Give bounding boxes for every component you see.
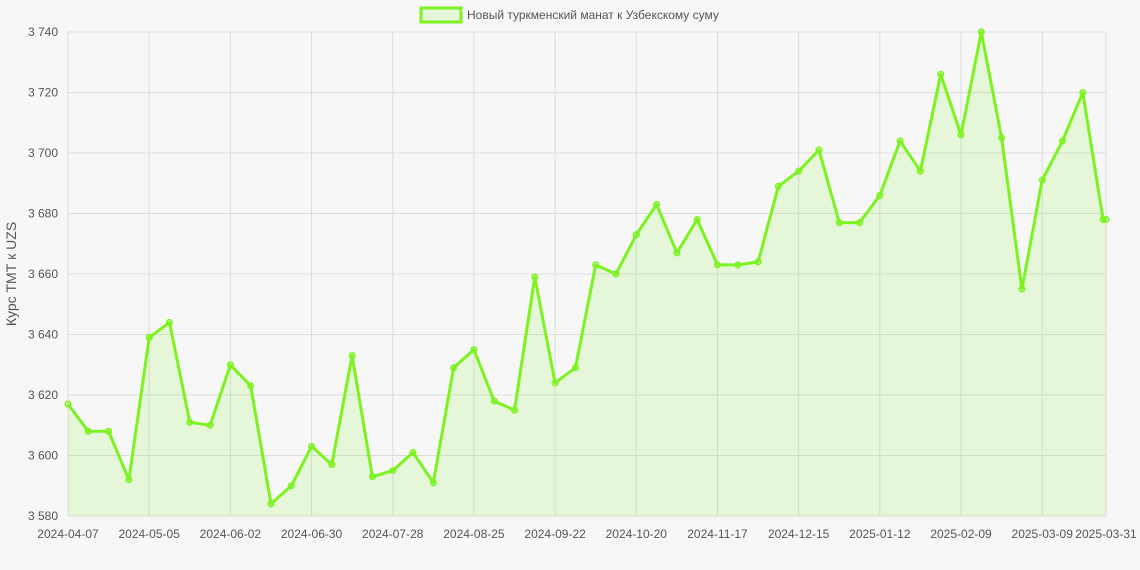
y-tick-label: 3 660: [28, 267, 58, 281]
x-tick-label: 2024-06-02: [200, 527, 262, 541]
y-axis-title: Курс ТМТ к UZS: [3, 222, 19, 326]
x-tick-label: 2024-04-07: [37, 527, 99, 541]
x-tick-label: 2025-02-09: [930, 527, 992, 541]
data-point: [754, 258, 762, 266]
data-point: [653, 200, 661, 208]
data-point: [389, 467, 397, 475]
legend[interactable]: Новый туркменский манат к Узбекскому сум…: [419, 6, 719, 24]
y-tick-label: 3 700: [28, 146, 58, 160]
data-point: [734, 261, 742, 269]
data-point: [510, 406, 519, 414]
data-point: [84, 427, 92, 435]
data-point: [165, 318, 174, 326]
data-point: [186, 418, 194, 426]
data-point: [267, 500, 275, 508]
data-point: [368, 473, 376, 481]
data-point: [916, 167, 924, 175]
data-point: [551, 379, 559, 387]
data-point: [592, 261, 600, 269]
data-point: [145, 333, 153, 342]
y-tick-label: 3 740: [28, 25, 58, 39]
data-point: [957, 131, 965, 139]
x-tick-label: 2024-05-05: [118, 527, 180, 541]
data-point: [125, 476, 133, 484]
data-point: [896, 137, 904, 145]
data-point: [450, 364, 458, 372]
data-point: [531, 273, 539, 281]
data-point: [287, 482, 295, 490]
legend-swatch-icon[interactable]: [419, 6, 463, 24]
data-points: [64, 28, 1110, 508]
data-point: [571, 364, 579, 372]
data-point: [937, 70, 945, 78]
y-tick-label: 3 600: [28, 449, 58, 463]
data-point: [348, 352, 356, 360]
data-point: [632, 231, 640, 239]
data-point: [470, 346, 478, 354]
data-point: [855, 219, 864, 227]
data-point: [247, 382, 255, 390]
data-point: [693, 216, 701, 224]
data-point: [876, 191, 884, 199]
x-tick-label: 2024-09-22: [524, 527, 586, 541]
y-axis-ticks: 3 580 3 600 3 620 3 640 3 660 3 680 3 700 3 720…: [28, 25, 58, 523]
y-tick-label: 3 620: [28, 388, 58, 402]
x-tick-label: 2024-06-30: [281, 527, 343, 541]
data-point: [713, 261, 722, 269]
y-tick-label: 3 720: [28, 86, 58, 100]
y-tick-label: 3 640: [28, 328, 58, 342]
data-point: [774, 182, 782, 190]
data-point: [998, 134, 1006, 142]
x-tick-label: 2025-03-31: [1075, 527, 1137, 541]
data-point: [1079, 88, 1087, 97]
x-tick-label: 2025-01-12: [849, 527, 911, 541]
data-point: [64, 400, 72, 408]
series-line: [66, 30, 1106, 506]
data-point: [815, 146, 823, 154]
y-tick-label: 3 680: [28, 207, 58, 221]
x-tick-label: 2024-11-17: [687, 527, 748, 541]
x-axis-ticks: 2024-04-07 2024-05-05 2024-06-02 2024-06-30…: [37, 527, 1137, 541]
data-point: [429, 479, 437, 487]
data-point: [612, 270, 620, 278]
data-point: [1102, 216, 1110, 224]
x-tick-label: 2024-12-15: [768, 527, 830, 541]
data-point: [328, 461, 336, 469]
data-point: [835, 219, 843, 227]
x-tick-label: 2024-10-20: [606, 527, 668, 541]
legend-label[interactable]: Новый туркменский манат к Узбекскому сум…: [467, 8, 719, 22]
data-point: [308, 442, 316, 450]
data-point: [105, 427, 113, 435]
x-tick-label: 2024-08-25: [443, 527, 505, 541]
data-point: [226, 361, 234, 369]
data-point: [977, 28, 985, 36]
y-tick-label: 3 580: [28, 509, 58, 523]
series-line-layer: [66, 30, 1106, 506]
data-point: [1018, 285, 1026, 293]
data-point: [673, 249, 681, 257]
x-tick-label: 2025-03-09: [1012, 527, 1074, 541]
x-tick-label: 2024-07-28: [362, 527, 424, 541]
data-point: [490, 397, 498, 405]
series-area-fill: [68, 32, 1106, 516]
area-fill-layer: [68, 32, 1106, 516]
data-point: [795, 167, 803, 175]
data-point: [409, 448, 417, 457]
data-point: [206, 421, 214, 429]
data-point: [1038, 176, 1046, 184]
grid: [67, 31, 1107, 517]
data-point: [1058, 137, 1067, 145]
